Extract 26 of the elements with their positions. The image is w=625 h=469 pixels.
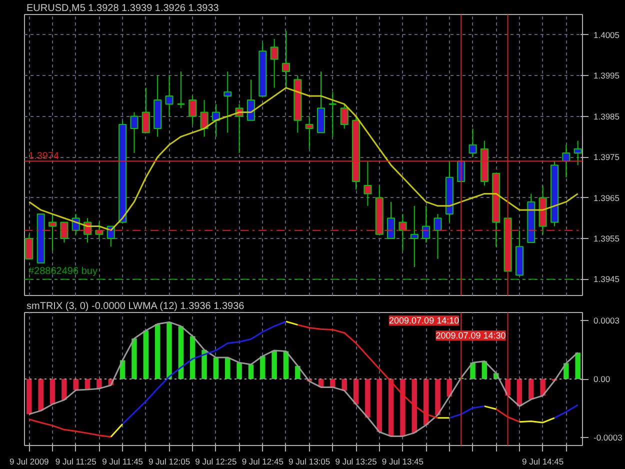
x-tick-label: 9 Jul 14:45 [522, 456, 564, 466]
x-tick-label: 9 Jul 13:45 [382, 456, 424, 466]
ref-line-label: #28862496 buy [28, 266, 98, 278]
y-tick-label: 1.3955 [594, 233, 620, 244]
y-tick-label: -0.0003 [594, 432, 623, 443]
x-tick-label: 9 Jul 12:25 [195, 456, 238, 466]
y-tick-label: 1.4005 [594, 30, 620, 40]
x-tick-label: 9 Jul 11:25 [55, 456, 97, 466]
y-tick-label: 0.0003 [594, 315, 620, 326]
ref-line-label: 1.3974 [28, 151, 60, 162]
x-tick-label: 9 Jul 11:45 [102, 456, 144, 466]
ref-line-label: 2009.07.09 14:30 [436, 330, 506, 340]
x-tick-label: 9 Jul 13:05 [288, 456, 330, 466]
x-tick-label: 9 Jul 13:25 [335, 456, 378, 466]
x-tick-label: 9 Jul 2009 [10, 456, 50, 466]
y-tick-label: 1.3975 [594, 152, 620, 162]
y-tick-label: 1.3945 [594, 274, 620, 284]
x-tick-label: 9 Jul 12:05 [148, 456, 190, 466]
y-tick-label: 1.3985 [594, 111, 620, 122]
y-tick-label: 0.00 [594, 374, 610, 384]
x-tick-label: 9 Jul 12:45 [242, 456, 284, 466]
chart-title: smTRIX (3, 0) -0.0000 LWMA (12) 1.3936 1.3936 [26, 301, 245, 312]
y-tick-label: 1.3995 [594, 70, 620, 81]
chart-title: EURUSD,M5 1.3928 1.3939 1.3926 1.3933 [26, 3, 220, 14]
ref-line-label: 2009.07.09 14:10 [389, 316, 460, 326]
y-tick-label: 1.3965 [594, 192, 620, 203]
